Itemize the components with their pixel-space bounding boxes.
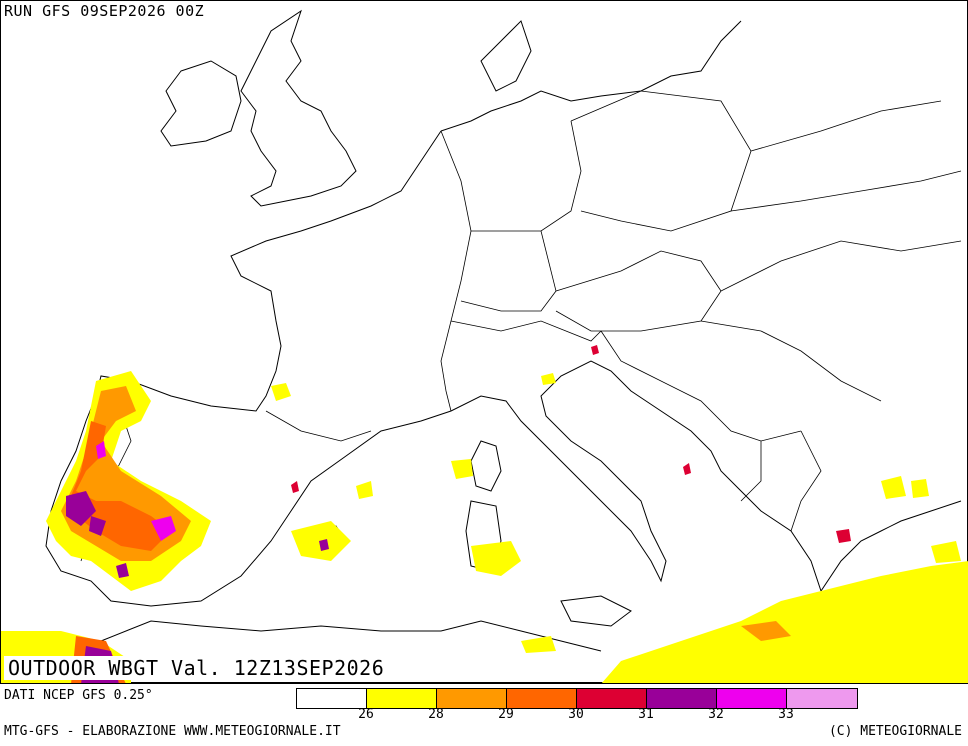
map-title: OUTDOOR WBGT Val. 12Z13SEP2026 — [4, 656, 389, 680]
legend-swatch — [787, 689, 857, 708]
legend-swatch — [437, 689, 507, 708]
legend-swatch — [367, 689, 437, 708]
legend-tick-label: 33 — [778, 707, 794, 722]
wbgt-fields — [1, 345, 968, 684]
legend-tick-label: 29 — [498, 707, 514, 722]
map-canvas — [1, 9, 968, 684]
legend-swatch — [577, 689, 647, 708]
legend-tick-label: 28 — [428, 707, 444, 722]
legend-tick-label: 32 — [708, 707, 724, 722]
run-label: RUN GFS 09SEP2026 00Z — [4, 2, 205, 20]
legend-swatch — [647, 689, 717, 708]
legend-swatch — [507, 689, 577, 708]
map-area — [0, 0, 968, 684]
footer-copyright: (C) METEOGIORNALE — [828, 724, 962, 739]
legend-swatch — [297, 689, 367, 708]
color-legend — [296, 688, 858, 709]
legend-tick-label: 26 — [358, 707, 374, 722]
legend-tick-label: 30 — [568, 707, 584, 722]
legend-swatch — [717, 689, 787, 708]
data-source-label: DATI NCEP GFS 0.25° — [4, 688, 153, 703]
legend-tick-label: 31 — [638, 707, 654, 722]
borders — [80, 90, 962, 562]
footer-credit: MTG-GFS - ELABORAZIONE WWW.METEOGIORNALE… — [4, 724, 341, 739]
